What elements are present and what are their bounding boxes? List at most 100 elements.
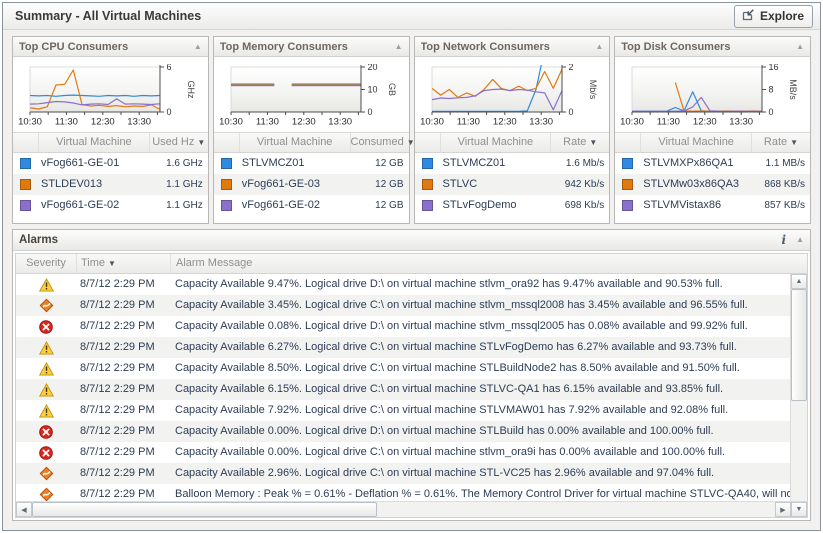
severity-critical-icon bbox=[39, 298, 53, 313]
vm-name: vFog661-GE-01 bbox=[41, 157, 120, 169]
explore-button[interactable]: Explore bbox=[733, 4, 813, 28]
alarm-message: Capacity Available 2.96%. Logical drive … bbox=[175, 467, 715, 479]
alarm-row[interactable]: 8/7/12 2:29 PM Capacity Available 0.00%.… bbox=[16, 421, 790, 442]
alarm-row[interactable]: 8/7/12 2:29 PM Capacity Available 9.47%.… bbox=[16, 274, 790, 295]
alarm-row[interactable]: 8/7/12 2:29 PM Capacity Available 8.50%.… bbox=[16, 358, 790, 379]
series-color-swatch bbox=[20, 179, 31, 190]
collapse-icon[interactable]: ▲ bbox=[796, 235, 804, 244]
vm-row[interactable]: STLVMVistax86 857 KB/s bbox=[615, 195, 810, 216]
alarm-time: 8/7/12 2:29 PM bbox=[80, 383, 155, 395]
svg-text:12:30: 12:30 bbox=[492, 117, 516, 128]
svg-text:10:30: 10:30 bbox=[219, 117, 243, 128]
vertical-scrollbar-thumb[interactable] bbox=[791, 289, 807, 401]
alarms-table: Severity Time ▼ Alarm Message 8/7/12 2:29… bbox=[15, 253, 808, 518]
alarm-time: 8/7/12 2:29 PM bbox=[80, 425, 155, 437]
top-consumers-table: Virtual Machine Rate ▼ STLVMCZ01 1.6 Mb/s… bbox=[414, 132, 610, 216]
column-header-virtual-machine[interactable]: Virtual Machine bbox=[240, 133, 351, 152]
vm-row[interactable]: vFog661-GE-02 1.1 GHz bbox=[13, 195, 208, 216]
alarm-row[interactable]: 8/7/12 2:29 PM Balloon Memory : Peak % =… bbox=[16, 484, 790, 501]
severity-warning-icon bbox=[38, 403, 54, 418]
svg-text:0: 0 bbox=[367, 107, 372, 117]
alarm-row[interactable]: 8/7/12 2:29 PM Capacity Available 6.27%.… bbox=[16, 337, 790, 358]
vm-row[interactable]: STLVC 942 Kb/s bbox=[414, 174, 610, 195]
vm-row[interactable]: vFog661-GE-02 12 GB bbox=[214, 195, 409, 216]
scroll-right-button[interactable]: ▶ bbox=[775, 502, 791, 517]
scroll-up-button[interactable]: ▲ bbox=[791, 274, 807, 289]
column-header-message[interactable]: Alarm Message bbox=[176, 257, 253, 269]
svg-text:0: 0 bbox=[568, 107, 573, 117]
severity-warning-icon bbox=[38, 361, 54, 376]
series-color-swatch bbox=[622, 158, 634, 169]
svg-text:Mb/s: Mb/s bbox=[588, 80, 598, 100]
column-header-value[interactable]: Used Hz ▼ bbox=[152, 136, 206, 148]
svg-text:MB/s: MB/s bbox=[788, 79, 798, 100]
column-header-virtual-machine[interactable]: Virtual Machine bbox=[641, 133, 752, 152]
alarm-message: Capacity Available 6.27%. Logical drive … bbox=[175, 341, 737, 353]
alarm-time: 8/7/12 2:29 PM bbox=[80, 299, 155, 311]
sort-desc-icon: ▼ bbox=[406, 138, 415, 147]
column-header-virtual-machine[interactable]: Virtual Machine bbox=[441, 133, 552, 152]
vm-name: vFog661-GE-02 bbox=[41, 199, 120, 211]
vm-name: STLVMVistax86 bbox=[643, 199, 722, 211]
alarm-row[interactable]: 8/7/12 2:29 PM Capacity Available 0.08%.… bbox=[16, 316, 790, 337]
alarm-row[interactable]: 8/7/12 2:29 PM Capacity Available 2.96%.… bbox=[16, 463, 790, 484]
svg-text:2: 2 bbox=[568, 64, 573, 72]
sort-desc-icon: ▼ bbox=[589, 138, 598, 147]
column-header-time[interactable]: Time ▼ bbox=[77, 254, 171, 273]
alarm-message: Capacity Available 8.50%. Logical drive … bbox=[175, 362, 740, 374]
panel-top-disk-consumers: Top Disk Consumers ▲ 0 8 16 10:30 11:30 12:30… bbox=[614, 36, 811, 224]
collapse-icon[interactable]: ▲ bbox=[796, 41, 804, 51]
vm-value: 868 KB/s bbox=[764, 179, 805, 190]
info-icon[interactable]: i bbox=[781, 233, 787, 247]
alarm-row[interactable]: 8/7/12 2:29 PM Capacity Available 3.45%.… bbox=[16, 295, 790, 316]
svg-text:12:30: 12:30 bbox=[693, 117, 717, 128]
vm-name: STLVC bbox=[442, 178, 478, 190]
svg-text:10:30: 10:30 bbox=[420, 117, 444, 128]
disk-sparkline-chart: 0 8 16 10:30 11:30 12:30 13:30 MB/s bbox=[619, 64, 808, 128]
svg-text:0: 0 bbox=[167, 107, 172, 117]
series-color-swatch bbox=[421, 179, 433, 190]
column-header-value[interactable]: Rate ▼ bbox=[763, 136, 799, 148]
horizontal-scrollbar-track[interactable] bbox=[377, 502, 775, 517]
sort-desc-icon: ▼ bbox=[197, 138, 206, 147]
column-header-value[interactable]: Rate ▼ bbox=[563, 136, 598, 148]
svg-text:13:30: 13:30 bbox=[529, 117, 553, 128]
alarm-row[interactable]: 8/7/12 2:29 PM Capacity Available 0.00%.… bbox=[16, 442, 790, 463]
vertical-scrollbar-track[interactable] bbox=[791, 401, 807, 501]
vm-row[interactable]: STLVMXPx86QA1 1.1 MB/s bbox=[615, 153, 810, 174]
collapse-icon[interactable]: ▲ bbox=[394, 41, 403, 51]
svg-text:GHz: GHz bbox=[186, 81, 196, 100]
svg-text:6: 6 bbox=[167, 64, 172, 72]
vertical-scrollbar[interactable]: ▲ bbox=[790, 274, 807, 501]
vm-row[interactable]: STLVMCZ01 1.6 Mb/s bbox=[415, 153, 610, 174]
severity-warning-icon bbox=[38, 382, 54, 397]
scroll-down-button[interactable]: ▼ bbox=[791, 502, 807, 517]
explore-icon bbox=[742, 8, 755, 24]
horizontal-scrollbar-thumb[interactable] bbox=[32, 502, 377, 517]
horizontal-scrollbar[interactable]: ◀ ▶ bbox=[16, 502, 791, 517]
vm-row[interactable]: vFog661-GE-01 1.6 GHz bbox=[13, 153, 208, 174]
severity-critical-icon bbox=[39, 466, 53, 481]
vm-row[interactable]: STLDEV013 1.1 GHz bbox=[13, 174, 208, 195]
vm-value: 1.6 Mb/s bbox=[565, 158, 605, 169]
alarms-title: Alarms bbox=[19, 234, 58, 246]
alarm-row[interactable]: 8/7/12 2:29 PM Capacity Available 7.92%.… bbox=[16, 400, 790, 421]
vm-row[interactable]: STLVMCZ01 12 GB bbox=[214, 153, 409, 174]
series-color-swatch bbox=[421, 200, 433, 211]
column-header-value[interactable]: Consumed ▼ bbox=[350, 136, 415, 148]
vm-row[interactable]: STLVMw03x86QA3 868 KB/s bbox=[615, 174, 810, 195]
column-header-virtual-machine[interactable]: Virtual Machine bbox=[39, 133, 150, 152]
collapse-icon[interactable]: ▲ bbox=[193, 41, 202, 51]
series-color-swatch bbox=[220, 158, 232, 169]
title-bar: Summary - All Virtual Machines Explore bbox=[3, 3, 820, 30]
alarm-message: Capacity Available 3.45%. Logical drive … bbox=[175, 299, 748, 311]
alarm-row[interactable]: 8/7/12 2:29 PM Capacity Available 6.15%.… bbox=[16, 379, 790, 400]
alarms-table-header: Severity Time ▼ Alarm Message bbox=[16, 254, 807, 274]
scroll-left-button[interactable]: ◀ bbox=[16, 502, 32, 517]
vm-row[interactable]: STLvFogDemo 698 Kb/s bbox=[415, 195, 610, 216]
top-consumers-table: Virtual Machine Used Hz ▼ vFog661-GE-01 1… bbox=[13, 132, 208, 216]
alarm-message: Capacity Available 9.47%. Logical drive … bbox=[175, 278, 723, 290]
collapse-icon[interactable]: ▲ bbox=[595, 41, 604, 51]
vm-row[interactable]: vFog661-GE-03 12 GB bbox=[213, 174, 409, 195]
column-header-severity[interactable]: Severity bbox=[16, 254, 77, 273]
